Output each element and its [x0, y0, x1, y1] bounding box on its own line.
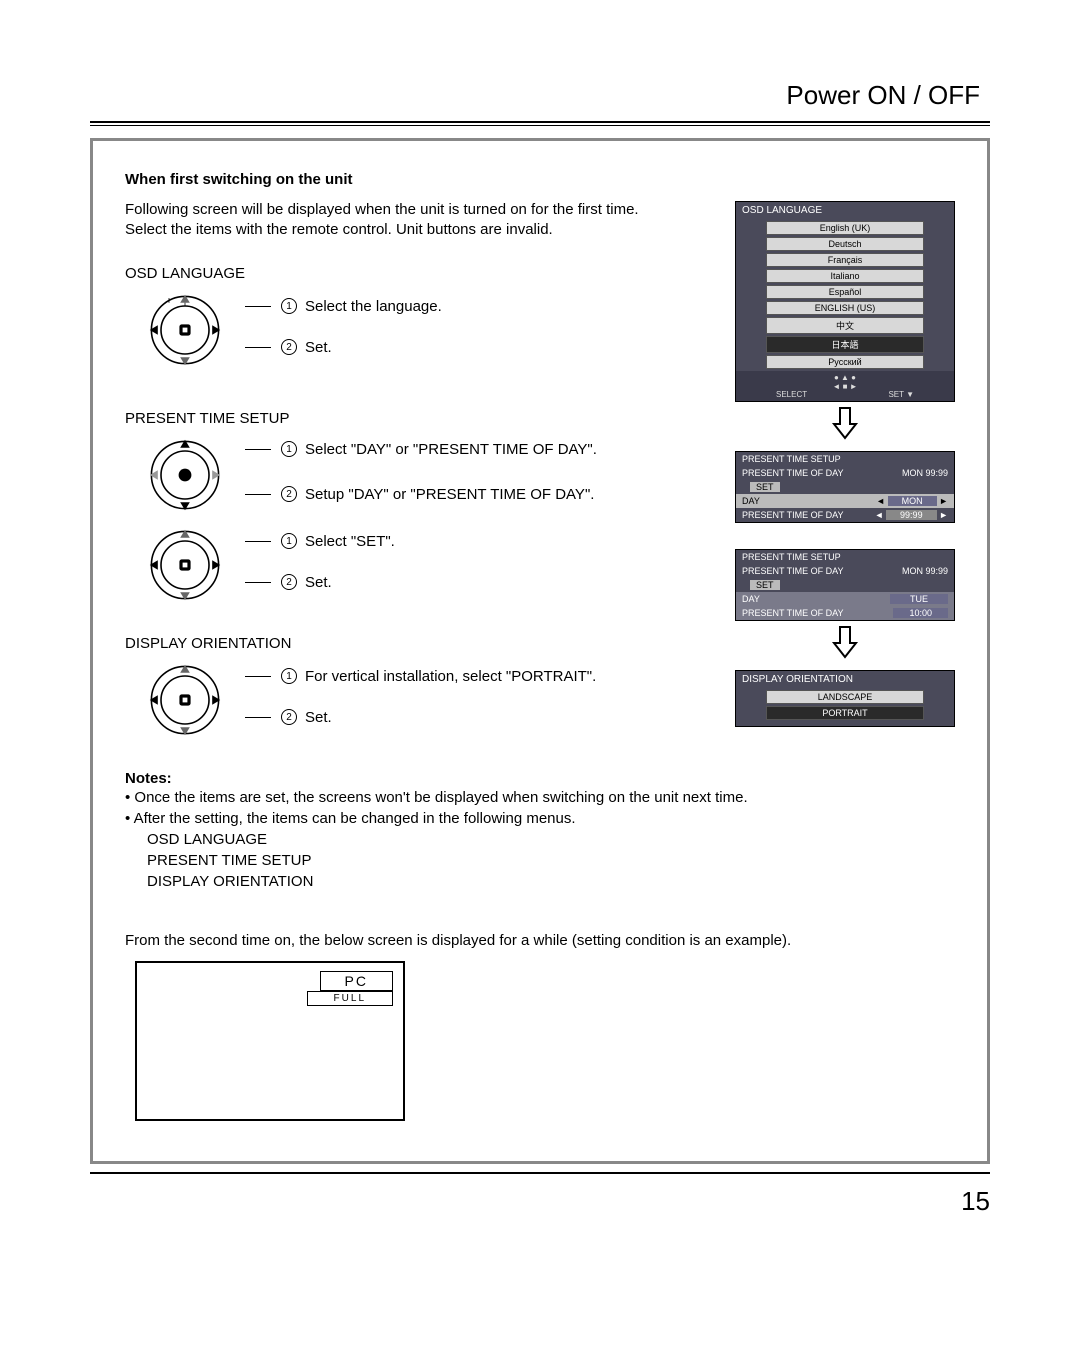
osd-item: Русский: [766, 355, 924, 369]
present-time-menu-2: PRESENT TIME SETUP PRESENT TIME OF DAYMO…: [735, 549, 955, 621]
orient-item: PORTRAIT: [766, 706, 924, 720]
note2-item2: PRESENT TIME SETUP: [147, 850, 955, 871]
orient-item: LANDSCAPE: [766, 690, 924, 704]
dpad-vertical-icon: [145, 435, 225, 515]
display-orientation-menu: DISPLAY ORIENTATION LANDSCAPE PORTRAIT: [735, 670, 955, 727]
time-menu-title: PRESENT TIME SETUP: [736, 452, 954, 466]
note2-item3: DISPLAY ORIENTATION: [147, 871, 955, 892]
note2: • After the setting, the items can be ch…: [125, 808, 955, 829]
note1: • Once the items are set, the screens wo…: [125, 787, 955, 808]
pt-step1: 1 Select "DAY" or "PRESENT TIME OF DAY".: [245, 441, 597, 458]
osd-item: Español: [766, 285, 924, 299]
notes-heading: Notes:: [125, 770, 955, 787]
hr-top: [90, 121, 990, 126]
osd-menu-title: OSD LANGUAGE: [736, 202, 954, 219]
note2-item1: OSD LANGUAGE: [147, 829, 955, 850]
osd-item: Deutsch: [766, 237, 924, 251]
preview-full-label: FULL: [307, 991, 393, 1006]
osd-item: ENGLISH (US): [766, 301, 924, 315]
manual-page: Power ON / OFF When first switching on t…: [0, 0, 1080, 1257]
time-menu-title: PRESENT TIME SETUP: [736, 550, 954, 564]
down-arrow-icon: [735, 625, 955, 666]
do-step1: 1 For vertical installation, select "POR…: [245, 668, 596, 685]
preview-screen: PC FULL: [135, 961, 405, 1121]
pt-step2: 2 Setup "DAY" or "PRESENT TIME OF DAY".: [245, 486, 597, 503]
osd-step2: 2 Set.: [245, 339, 442, 356]
do-step2: 2 Set.: [245, 709, 596, 726]
dpad-icon: [145, 525, 225, 605]
intro-line1: Following screen will be displayed when …: [125, 201, 639, 218]
osd-nav-hints: ● ▲ ●◄ ■ ► SELECT ▼ SET: [736, 371, 954, 401]
content-frame: When first switching on the unit Followi…: [90, 138, 990, 1164]
second-time-text: From the second time on, the below scree…: [125, 932, 955, 949]
osd-item: 日本語: [766, 336, 924, 353]
page-number: 15: [90, 1186, 990, 1217]
osd-item: Français: [766, 253, 924, 267]
osd-item: Italiano: [766, 269, 924, 283]
intro-line2: Select the items with the remote control…: [125, 221, 553, 238]
osd-step1: 1 Select the language.: [245, 298, 442, 315]
pt-step4: 2 Set.: [245, 574, 395, 591]
first-switch-heading: When first switching on the unit: [125, 171, 955, 188]
page-title: Power ON / OFF: [90, 80, 990, 111]
pt-step3: 1 Select "SET".: [245, 533, 395, 550]
osd-language-menu: OSD LANGUAGE English (UK) Deutsch França…: [735, 201, 955, 402]
orient-menu-title: DISPLAY ORIENTATION: [736, 671, 954, 688]
right-column: OSD LANGUAGE English (UK) Deutsch França…: [735, 201, 955, 727]
dpad-icon: [145, 290, 225, 370]
osd-item: 中文: [766, 317, 924, 334]
osd-item: English (UK): [766, 221, 924, 235]
hr-bottom: [90, 1172, 990, 1174]
present-time-menu-1: PRESENT TIME SETUP PRESENT TIME OF DAYMO…: [735, 451, 955, 523]
preview-pc-label: PC: [320, 971, 393, 991]
dpad-icon: [145, 660, 225, 740]
down-arrow-icon: [735, 406, 955, 447]
notes-list: • Once the items are set, the screens wo…: [125, 787, 955, 892]
